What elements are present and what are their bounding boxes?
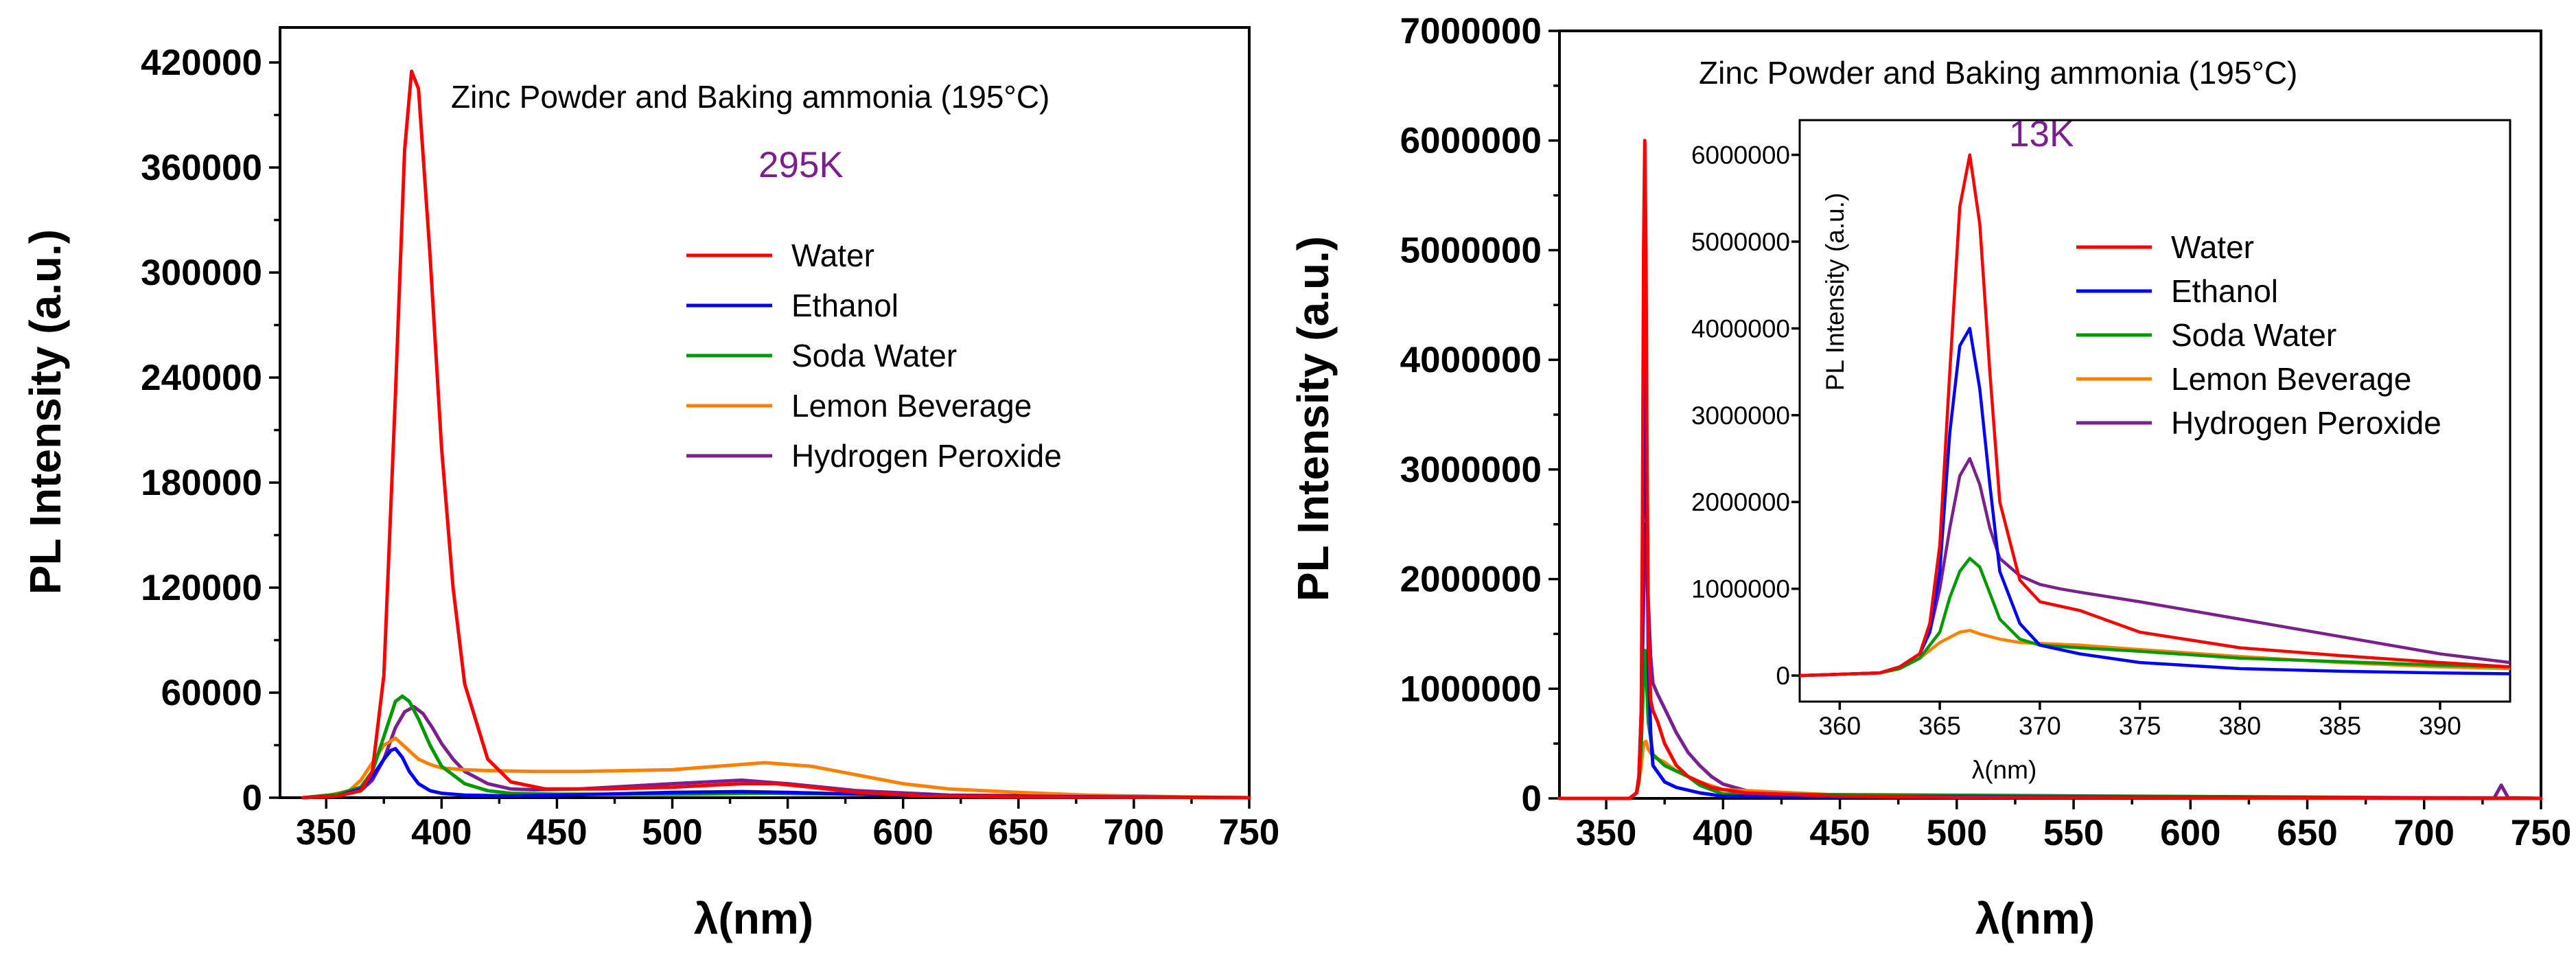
inset-background [1759, 118, 2512, 700]
series-line-water [1799, 153, 2511, 678]
inset-chart: 360 365 370 375 380 385 390 0 1000000 2000000 300… [1691, 114, 2512, 784]
y-tick-label: 240000 [141, 358, 262, 398]
right-temperature-label: 13K [2009, 114, 2074, 154]
right-x-axis-title: λ(nm) [1975, 894, 2095, 943]
right-y-axis-title: PL Intensity (a.u.) [1288, 236, 1338, 601]
left-ticks [269, 61, 1251, 809]
left-chart: 350 400 450 500 550 600 650 700 750 0 60000 120000… [21, 26, 1279, 943]
legend-label-water: Water [2171, 229, 2254, 265]
x-tick-label: 370 [2019, 712, 2061, 740]
right-legend: Water Ethanol Soda Water Lemon Beverage Hydr… [2076, 229, 2441, 441]
inset-series-lines [1799, 153, 2511, 678]
inset-y-tick-labels: 0 1000000 2000000 3000000 4000000 5000000 6000… [1691, 141, 1790, 691]
left-plot-frame [279, 26, 1251, 799]
y-tick-label: 3000000 [1400, 450, 1542, 490]
y-tick-label: 4000000 [1691, 314, 1790, 343]
series-line-ethanol [301, 747, 1251, 800]
inset-x-tick-labels: 360 365 370 375 380 385 390 [1818, 712, 2461, 740]
x-tick-label: 700 [2394, 813, 2455, 853]
inset-ticks [1791, 153, 2441, 710]
x-tick-label: 375 [2119, 712, 2161, 740]
y-tick-label: 6000000 [1691, 141, 1790, 170]
legend-label-ethanol: Ethanol [791, 288, 898, 323]
y-tick-label: 1000000 [1400, 669, 1542, 709]
x-tick-label: 380 [2219, 712, 2262, 740]
left-x-axis-title: λ(nm) [694, 894, 813, 943]
y-tick-label: 3000000 [1691, 402, 1790, 430]
inset-y-axis-title: PL Intensity (a.u.) [1821, 193, 1849, 391]
x-tick-label: 650 [2277, 813, 2337, 853]
legend-label-water: Water [791, 238, 874, 273]
x-tick-label: 750 [2511, 813, 2571, 853]
left-series-lines [301, 69, 1251, 800]
legend-label-hydrogen-peroxide: Hydrogen Peroxide [791, 438, 1062, 474]
legend-label-ethanol: Ethanol [2171, 273, 2278, 309]
right-series-lines [1557, 139, 2543, 800]
x-tick-label: 400 [1693, 813, 1753, 853]
y-tick-label: 1000000 [1691, 575, 1790, 603]
y-tick-label: 0 [1776, 662, 1790, 690]
legend-label-soda-water: Soda Water [2171, 317, 2336, 353]
series-line-soda-water [1799, 557, 2511, 678]
y-tick-label: 420000 [141, 43, 262, 83]
y-tick-label: 360000 [141, 148, 262, 188]
left-legend: Water Ethanol Soda Water Lemon Beverage Hydr… [686, 238, 1062, 474]
y-tick-label: 2000000 [1691, 488, 1790, 516]
x-tick-label: 385 [2319, 712, 2361, 740]
left-x-tick-labels: 350 400 450 500 550 600 650 700 750 [296, 812, 1279, 853]
right-x-tick-labels: 350 400 450 500 550 600 650 700 750 [1576, 813, 2571, 853]
x-tick-label: 350 [296, 812, 356, 853]
x-tick-label: 600 [872, 812, 933, 853]
x-tick-label: 600 [2160, 813, 2220, 853]
left-y-tick-labels: 0 60000 120000 180000 240000 300000 360000 4200… [141, 43, 262, 818]
left-plot-title: Zinc Powder and Baking ammonia (195°C) [451, 79, 1049, 115]
right-chart: 350 400 450 500 550 600 650 700 750 0 1000000 2000… [1288, 11, 2571, 943]
y-tick-label: 2000000 [1400, 559, 1542, 600]
right-ticks [1548, 30, 2542, 809]
y-tick-label: 0 [242, 778, 262, 818]
x-tick-label: 550 [757, 812, 817, 853]
x-tick-label: 750 [1219, 812, 1279, 853]
x-tick-label: 550 [2043, 813, 2104, 853]
series-line-water [1557, 139, 2543, 800]
x-tick-label: 390 [2419, 712, 2461, 740]
y-tick-label: 300000 [141, 253, 262, 293]
x-tick-label: 450 [1809, 813, 1870, 853]
legend-label-soda-water: Soda Water [791, 338, 957, 373]
left-y-axis-title: PL Intensity (a.u.) [21, 229, 70, 594]
x-tick-label: 500 [1927, 813, 1987, 853]
inset-plot-frame [1798, 119, 2511, 703]
y-tick-label: 4000000 [1400, 340, 1542, 380]
legend-label-lemon-beverage: Lemon Beverage [2171, 361, 2411, 397]
x-tick-label: 350 [1576, 813, 1636, 853]
y-tick-label: 180000 [141, 463, 262, 503]
legend-label-lemon-beverage: Lemon Beverage [791, 388, 1032, 424]
x-tick-label: 700 [1104, 812, 1164, 853]
y-tick-label: 120000 [141, 568, 262, 608]
y-tick-label: 5000000 [1400, 230, 1542, 270]
series-line-water [301, 69, 1251, 800]
y-tick-label: 5000000 [1691, 228, 1790, 256]
y-tick-label: 6000000 [1400, 121, 1542, 161]
x-tick-label: 650 [988, 812, 1049, 853]
right-plot-title: Zinc Powder and Baking ammonia (195°C) [1699, 55, 2297, 91]
legend-label-hydrogen-peroxide: Hydrogen Peroxide [2171, 405, 2441, 441]
left-temperature-label: 295K [758, 145, 844, 185]
x-tick-label: 400 [411, 812, 472, 853]
y-tick-label: 7000000 [1400, 11, 1542, 51]
x-tick-label: 500 [642, 812, 702, 853]
y-tick-label: 0 [1522, 778, 1542, 819]
right-y-tick-labels: 0 1000000 2000000 3000000 4000000 5000000 6000… [1400, 11, 1542, 819]
x-tick-label: 360 [1818, 712, 1861, 740]
x-tick-label: 450 [526, 812, 587, 853]
inset-x-axis-title: λ(nm) [1972, 756, 2037, 784]
x-tick-label: 365 [1918, 712, 1961, 740]
y-tick-label: 60000 [161, 673, 262, 713]
